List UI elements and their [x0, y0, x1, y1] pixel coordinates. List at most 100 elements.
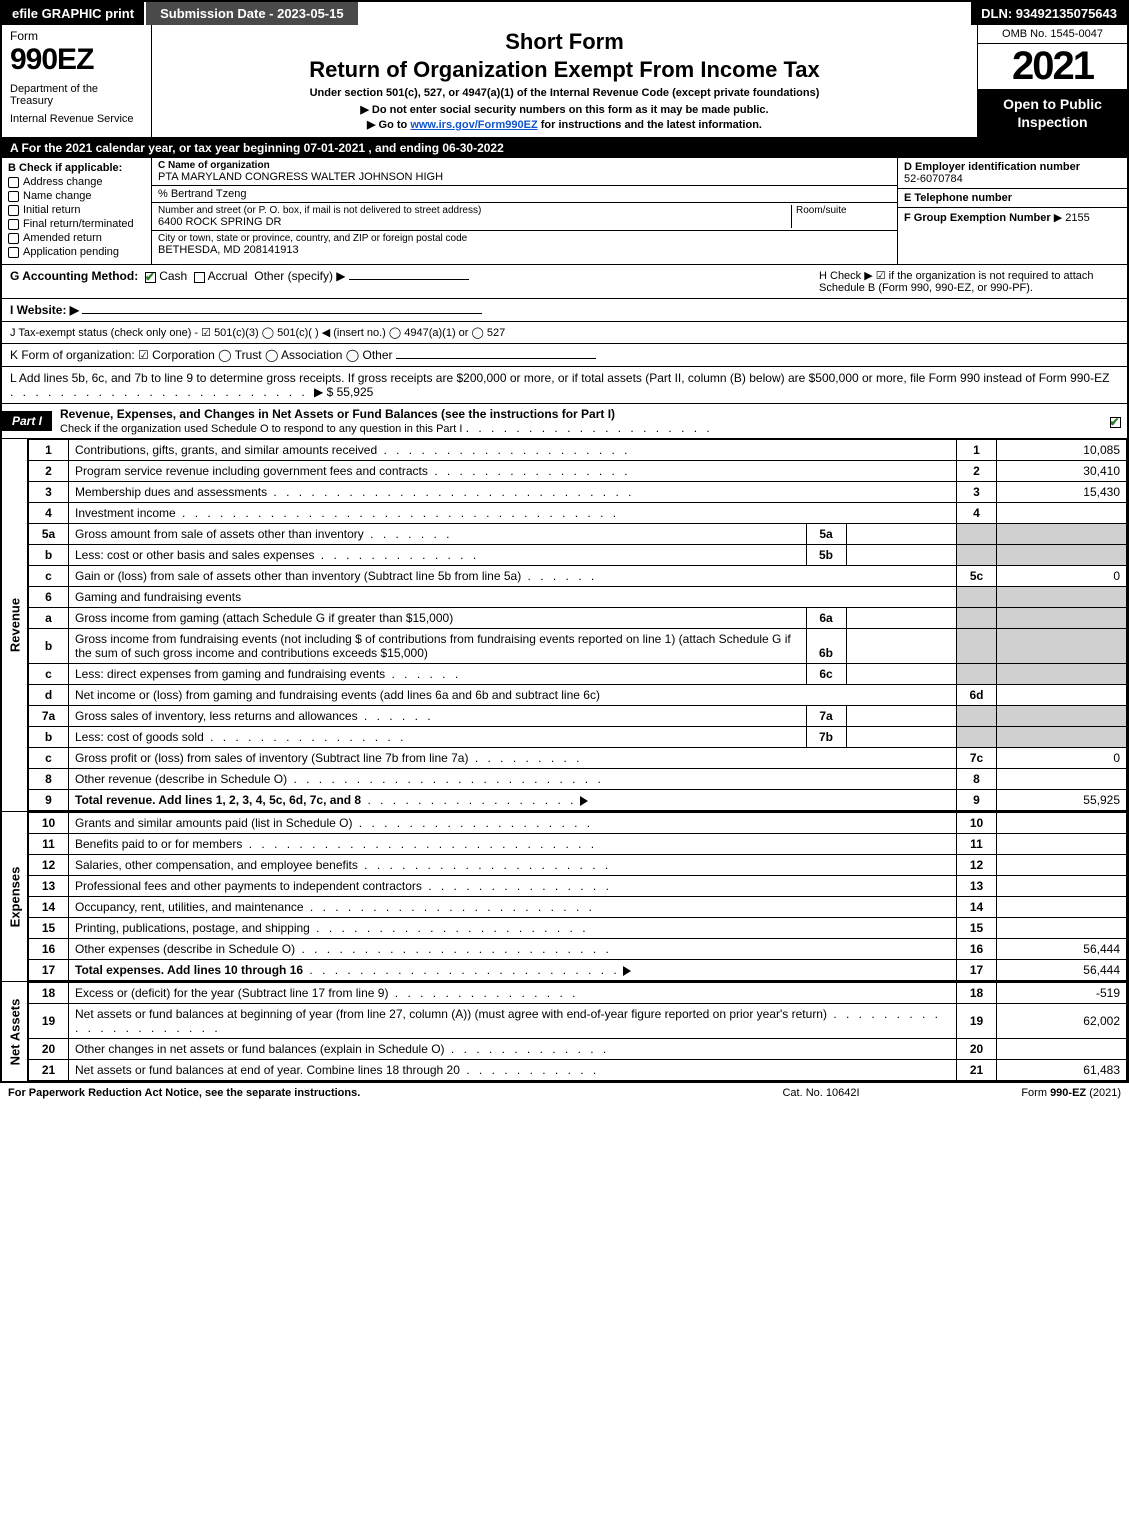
street-value: 6400 ROCK SPRING DR: [158, 216, 791, 228]
group-label: F Group Exemption Number: [904, 212, 1051, 224]
ein-label: D Employer identification number: [904, 161, 1121, 173]
table-row: 5aGross amount from sale of assets other…: [29, 524, 1127, 545]
table-row: dNet income or (loss) from gaming and fu…: [29, 685, 1127, 706]
table-row: 6Gaming and fundraising events: [29, 587, 1127, 608]
top-bar: efile GRAPHIC print Submission Date - 20…: [2, 2, 1127, 25]
expenses-table: 10Grants and similar amounts paid (list …: [28, 812, 1127, 981]
city-cell: City or town, state or province, country…: [152, 231, 897, 258]
line-l-value: ▶ $ 55,925: [314, 385, 373, 399]
accrual-checkbox[interactable]: [194, 272, 205, 283]
schedule-o-checkbox-cell: [1103, 414, 1127, 428]
pct-name-cell: % Bertrand Tzeng: [152, 186, 897, 203]
part-1-header: Part I Revenue, Expenses, and Changes in…: [2, 404, 1127, 439]
expenses-section: Expenses 10Grants and similar amounts pa…: [2, 812, 1127, 982]
col-b-checkboxes: B Check if applicable: Address change Na…: [2, 158, 152, 264]
dots: . . . . . . . . . . . . . . . . . . . .: [466, 421, 713, 435]
table-row: cGain or (loss) from sale of assets othe…: [29, 566, 1127, 587]
page-footer: For Paperwork Reduction Act Notice, see …: [0, 1083, 1129, 1103]
table-row: 10Grants and similar amounts paid (list …: [29, 813, 1127, 834]
header-right: OMB No. 1545-0047 2021 Open to Public In…: [977, 25, 1127, 137]
line-i-label: I Website: ▶: [10, 303, 79, 317]
cash-checkbox[interactable]: [145, 272, 156, 283]
goto-suffix: for instructions and the latest informat…: [538, 119, 762, 131]
street-label: Number and street (or P. O. box, if mail…: [158, 205, 791, 216]
topbar-spacer: [358, 2, 972, 25]
checkbox-icon: [8, 205, 19, 216]
header-left: Form 990EZ Department of the Treasury In…: [2, 25, 152, 137]
table-row: 17Total expenses. Add lines 10 through 1…: [29, 960, 1127, 981]
check-address-change[interactable]: Address change: [8, 176, 145, 188]
ssn-warning: ▶ Do not enter social security numbers o…: [160, 103, 969, 116]
check-amended-return[interactable]: Amended return: [8, 232, 145, 244]
org-name-label: C Name of organization: [158, 160, 891, 171]
line-l-text: L Add lines 5b, 6c, and 7b to line 9 to …: [10, 371, 1109, 385]
part-1-title: Revenue, Expenses, and Changes in Net As…: [52, 404, 1103, 438]
table-row: 21Net assets or fund balances at end of …: [29, 1060, 1127, 1081]
street-cell: Number and street (or P. O. box, if mail…: [152, 203, 897, 231]
table-row: 2Program service revenue including gover…: [29, 461, 1127, 482]
table-row: 13Professional fees and other payments t…: [29, 876, 1127, 897]
table-row: 8Other revenue (describe in Schedule O) …: [29, 769, 1127, 790]
triangle-icon: [623, 966, 631, 976]
col-b-title: B Check if applicable:: [8, 162, 145, 174]
line-k-text: K Form of organization: ☑ Corporation ◯ …: [10, 348, 393, 362]
check-initial-return[interactable]: Initial return: [8, 204, 145, 216]
table-row: aGross income from gaming (attach Schedu…: [29, 608, 1127, 629]
accrual-label: Accrual: [208, 269, 248, 283]
org-name-cell: C Name of organization PTA MARYLAND CONG…: [152, 158, 897, 186]
table-row: 4Investment income . . . . . . . . . . .…: [29, 503, 1127, 524]
table-row: cGross profit or (loss) from sales of in…: [29, 748, 1127, 769]
table-row: 19Net assets or fund balances at beginni…: [29, 1004, 1127, 1039]
header: Form 990EZ Department of the Treasury In…: [2, 25, 1127, 138]
schedule-o-checkbox[interactable]: [1110, 417, 1121, 428]
submission-date-label: Submission Date - 2023-05-15: [144, 2, 358, 25]
net-assets-section: Net Assets 18Excess or (deficit) for the…: [2, 982, 1127, 1081]
form-label: Form: [10, 29, 143, 43]
other-label: Other (specify) ▶: [254, 269, 345, 283]
check-application-pending[interactable]: Application pending: [8, 246, 145, 258]
dept-treasury: Department of the Treasury: [10, 83, 143, 107]
irs-link[interactable]: www.irs.gov/Form990EZ: [410, 119, 537, 131]
row-a-tax-year: A For the 2021 calendar year, or tax yea…: [2, 138, 1127, 158]
table-row: 11Benefits paid to or for members . . . …: [29, 834, 1127, 855]
checkbox-icon: [8, 219, 19, 230]
form-page: efile GRAPHIC print Submission Date - 20…: [0, 0, 1129, 1083]
check-label: Name change: [23, 190, 92, 202]
checkbox-icon: [8, 247, 19, 258]
tax-year: 2021: [978, 44, 1127, 89]
table-row: 16Other expenses (describe in Schedule O…: [29, 939, 1127, 960]
check-final-return[interactable]: Final return/terminated: [8, 218, 145, 230]
pct-name-value: % Bertrand Tzeng: [158, 188, 891, 200]
header-center: Short Form Return of Organization Exempt…: [152, 25, 977, 137]
check-label: Application pending: [23, 246, 119, 258]
table-row: 15Printing, publications, postage, and s…: [29, 918, 1127, 939]
table-row: 7aGross sales of inventory, less returns…: [29, 706, 1127, 727]
group-exemption-cell: F Group Exemption Number ▶ 2155: [898, 208, 1127, 227]
open-to-public: Open to Public Inspection: [978, 89, 1127, 137]
line-g-label: G Accounting Method:: [10, 269, 138, 283]
table-row: 12Salaries, other compensation, and empl…: [29, 855, 1127, 876]
checkbox-icon: [8, 233, 19, 244]
footer-paperwork: For Paperwork Reduction Act Notice, see …: [8, 1087, 721, 1099]
table-row: bGross income from fundraising events (n…: [29, 629, 1127, 664]
table-row: 18Excess or (deficit) for the year (Subt…: [29, 983, 1127, 1004]
line-k: K Form of organization: ☑ Corporation ◯ …: [2, 344, 1127, 367]
col-c-org: C Name of organization PTA MARYLAND CONG…: [152, 158, 897, 264]
col-def: D Employer identification number 52-6070…: [897, 158, 1127, 264]
omb-number: OMB No. 1545-0047: [978, 25, 1127, 44]
checkbox-icon: [8, 191, 19, 202]
check-name-change[interactable]: Name change: [8, 190, 145, 202]
org-info-row: B Check if applicable: Address change Na…: [2, 158, 1127, 265]
tel-cell: E Telephone number: [898, 189, 1127, 208]
table-row: cLess: direct expenses from gaming and f…: [29, 664, 1127, 685]
net-assets-side-label: Net Assets: [2, 982, 28, 1081]
dln-label: DLN: 93492135075643: [971, 2, 1127, 25]
table-row: 20Other changes in net assets or fund ba…: [29, 1039, 1127, 1060]
ein-value: 52-6070784: [904, 173, 1121, 185]
tel-label: E Telephone number: [904, 192, 1121, 204]
line-j: J Tax-exempt status (check only one) - ☑…: [2, 322, 1127, 344]
under-section: Under section 501(c), 527, or 4947(a)(1)…: [160, 87, 969, 99]
table-row: 1Contributions, gifts, grants, and simil…: [29, 440, 1127, 461]
table-row: bLess: cost of goods sold . . . . . . . …: [29, 727, 1127, 748]
line-h: H Check ▶ ☑ if the organization is not r…: [819, 269, 1119, 294]
